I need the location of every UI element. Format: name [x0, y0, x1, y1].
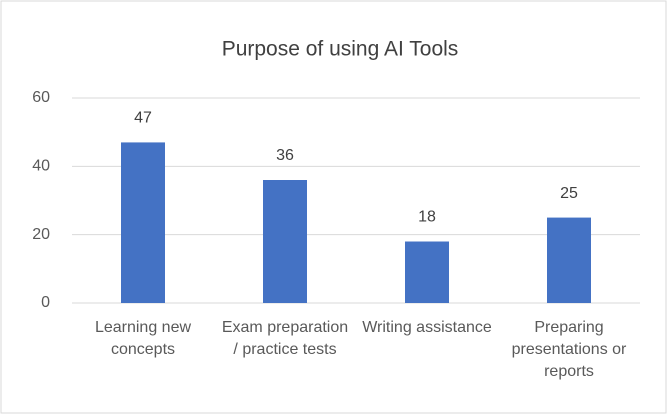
data-label: 47	[134, 110, 152, 127]
y-tick-label: 20	[32, 226, 50, 243]
y-tick-label: 40	[32, 158, 50, 175]
x-tick-label: Exam preparation / practice tests	[221, 319, 349, 358]
data-label: 36	[276, 147, 294, 164]
x-tick-label: Writing assistance	[362, 319, 492, 336]
bar	[121, 142, 165, 303]
bar	[547, 217, 591, 303]
x-tick-label: Learning new concepts	[94, 319, 192, 358]
chart-title: Purpose of using AI Tools	[222, 38, 459, 61]
bar	[263, 180, 307, 303]
data-label: 18	[418, 209, 436, 226]
data-label: 25	[560, 185, 578, 202]
bar	[405, 241, 449, 303]
x-tick-label: Preparing presentations or reports	[511, 319, 627, 380]
y-tick-label: 60	[32, 89, 50, 106]
y-tick-label: 0	[41, 294, 50, 311]
